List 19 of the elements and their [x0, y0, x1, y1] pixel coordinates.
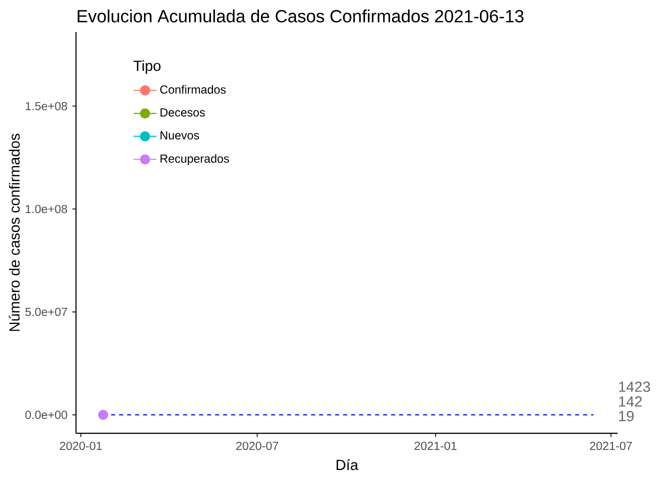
- y-tick-label: 1.0e+08: [26, 204, 68, 214]
- x-tick-label: 2020-07: [236, 442, 278, 450]
- y-tick-label: 1.5e+08: [26, 102, 68, 110]
- legend-label: Recuperados: [160, 154, 229, 166]
- x-tick-label: 2021-01: [414, 442, 456, 450]
- legend-label: Confirmados: [160, 85, 226, 94]
- x-axis-title: Día: [336, 459, 358, 470]
- chart-title: Evolucion Acumulada de Casos Confirmados 2021-06-13: [78, 10, 524, 22]
- legend-label: Decesos: [160, 108, 205, 117]
- text: 19: [619, 410, 634, 422]
- legend-title: Tipo: [133, 60, 161, 74]
- text: 1423: [619, 382, 650, 392]
- y-axis-title: Número de casos confirmados: [8, 134, 20, 331]
- text: 142: [619, 396, 642, 407]
- x-tick-label: 2020-01: [60, 442, 102, 450]
- y-tick-label: 0.0e+00: [25, 410, 68, 419]
- y-tick-label: 5.0e+07: [25, 308, 68, 316]
- x-tick-label: 2021-07: [590, 442, 632, 450]
- legend-label: Nuevos: [160, 131, 199, 140]
